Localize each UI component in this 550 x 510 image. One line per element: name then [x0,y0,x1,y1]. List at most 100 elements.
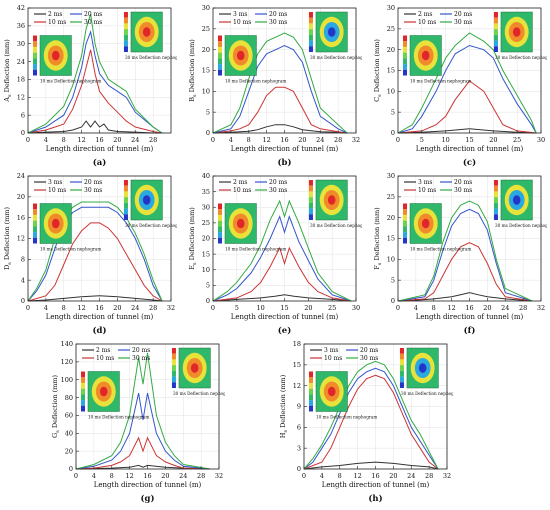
nephogram-inset-right-7-scale-1 [399,353,404,360]
nephogram-inset-right-5-scale-2 [493,191,498,198]
legend-label-4-0: 2 ms [233,179,248,186]
chart-panel-0: 0 4 8 12 16 20 24 28 0 6 12 18 24 30 36 42 Length direct… [2,2,186,171]
ytick-label-3-4: 16 [17,214,25,222]
xtick-label-2-4: 20 [489,136,497,144]
ytick-label-7-6: 18 [293,340,301,348]
y-axis-label-main-6: G [51,433,59,438]
nephogram-inset-right-3-scale-1 [123,185,128,192]
nephogram-inset-right-6-core [190,363,199,373]
y-axis-label-sub-7: s [283,430,289,433]
nephogram-inset-right-4-scale-5 [308,208,313,215]
xtick-label-0-2: 8 [62,136,66,144]
series-line-0-1 [27,49,163,134]
nephogram-inset-right-2-scale-0 [493,12,498,18]
xtick-label-1-6: 24 [316,136,324,144]
xtick-label-7-3: 12 [353,472,361,480]
xtick-label-2-2: 10 [442,136,450,144]
annotation-left-4: 10 ms Deflection nephogram [225,247,286,252]
annotation-left-5: 10 ms Deflection nephogram [410,247,471,252]
nephogram-inset-left-1 [218,35,257,76]
x-axis-label-3: Length direction of tunnel (m) [46,313,154,321]
xtick-label-7-2: 8 [338,472,342,480]
nephogram-inset-left-5-scale-6 [403,237,407,244]
ytick-label-0-7: 42 [17,4,25,12]
nephogram-inset-right-6-scale-2 [171,359,176,366]
nephogram-inset-right-1 [308,11,348,53]
ytick-label-4-7: 35 [202,188,210,196]
nephogram-inset-left-6-scale-6 [81,405,85,412]
y-axis-label-sub-6: s [55,430,61,433]
nephogram-inset-left-5-scale-2 [403,214,407,221]
ytick-label-6-0: 0 [69,465,73,473]
xtick-label-1-4: 16 [280,136,288,144]
annotation-right-2: 20 ms Deflection nephogram [495,55,547,60]
nephogram-inset-right-7-scale-0 [399,348,404,354]
nephogram-inset-right-5-scale-0 [493,180,498,186]
series-line-1-3 [212,32,348,134]
xtick-label-1-1: 4 [229,136,233,144]
panel-label-5: (f) [464,325,476,335]
nephogram-inset-right-4-scale-3 [308,197,313,203]
ytick-label-6-2: 40 [65,429,73,437]
legend-label-7-3: 30 ms [360,355,378,362]
y-axis-label-0: As Deflection (mm) [3,39,13,103]
xtick-label-0-6: 24 [131,136,139,144]
xtick-label-6-5: 20 [161,472,169,480]
nephogram-inset-left-6-core [99,386,108,397]
xtick-label-7-6: 24 [407,472,415,480]
xtick-label-6-1: 4 [92,472,96,480]
annotation-left-3: 10 ms Deflection nephogram [40,247,101,252]
series-line-5-2 [397,208,533,302]
nephogram-inset-left-3-scale-2 [33,214,37,221]
y-axis-label-sub-1: s [192,94,198,97]
xtick-label-2-3: 15 [465,136,473,144]
series-line-4-3 [212,199,352,302]
series-line-6-2 [75,392,211,470]
nephogram-inset-right-2-scale-2 [493,23,498,30]
nephogram-inset-left-4-scale-4 [218,226,222,233]
nephogram-inset-left-5-core [421,218,430,229]
nephogram-inset-left-6 [81,371,120,412]
x-axis-label-0: Length direction of tunnel (m) [46,145,154,153]
ytick-label-6-6: 120 [61,358,73,366]
nephogram-inset-right-0 [123,11,163,53]
ytick-label-1-0: 0 [206,129,210,137]
legend-label-0-2: 20 ms [84,11,102,18]
nephogram-inset-left-0-scale-6 [33,69,37,76]
nephogram-inset-right-2-scale-1 [493,17,498,24]
nephogram-inset-right-7-scale-2 [399,359,404,366]
annotation-left-6: 10 ms Deflection nephogram [88,415,149,420]
nephogram-inset-left-1-scale-5 [218,64,222,70]
series-line-4-1 [212,246,352,302]
ytick-label-0-2: 12 [17,93,25,101]
ytick-label-2-0: 0 [391,129,395,137]
y-axis-label-1: Bs Deflection (mm) [188,39,198,102]
nephogram-inset-right-4-core [327,195,336,205]
nephogram-inset-right-5-scale-6 [493,214,498,220]
nephogram-inset-right-0-scale-6 [123,46,128,52]
nephogram-inset-right-0-scale-3 [123,29,128,35]
series-line-0-0 [27,120,163,134]
nephogram-inset-left-4-scale-5 [218,232,222,238]
y-axis-label-sub-5: s [377,262,383,265]
y-axis-label-rest-4: Deflection (mm) [188,207,196,263]
series-line-3-3 [27,201,163,302]
nephogram-inset-left-4-core [236,218,245,229]
nephogram-inset-left-1-scale-1 [218,41,222,47]
nephogram-inset-left-4-scale-2 [218,214,222,221]
ytick-label-7-2: 6 [297,424,301,432]
nephogram-inset-right-3 [123,179,163,221]
y-axis-label-main-2: C [373,97,381,102]
nephogram-inset-left-2-scale-4 [403,58,407,65]
nephogram-inset-left-7-scale-0 [309,371,313,378]
xtick-label-4-4: 20 [304,304,312,312]
y-axis-label-rest-1: Deflection (mm) [188,39,196,95]
xtick-label-6-7: 28 [197,472,205,480]
xtick-label-6-0: 0 [74,472,78,480]
nephogram-inset-left-0-core [51,50,60,61]
nephogram-inset-left-2-scale-6 [403,69,407,76]
nephogram-inset-right-1-scale-2 [308,23,313,30]
nephogram-inset-left-0-scale-4 [33,58,37,65]
nephogram-inset-left-1-scale-2 [218,46,222,53]
